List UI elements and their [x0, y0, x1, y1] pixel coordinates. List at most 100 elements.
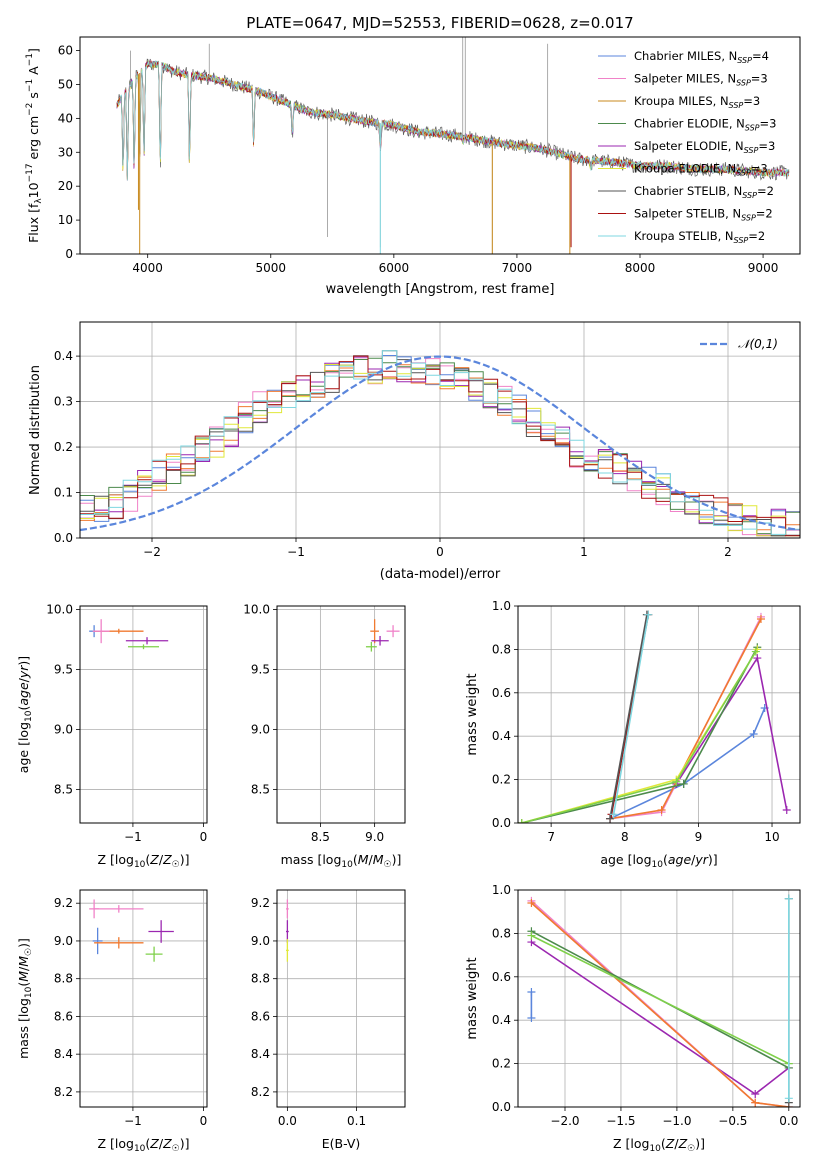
spectrum-line — [116, 60, 790, 180]
y-tick-label: 8.8 — [54, 972, 73, 986]
x-tick-label: 0.0 — [779, 1114, 798, 1128]
legend-entry: Salpeter STELIB, NSSP=2 — [634, 207, 773, 223]
spectrum-line — [116, 60, 790, 181]
x-axis-label: age [log10(age/yr)] — [600, 852, 717, 870]
x-tick-label: −0.5 — [718, 1114, 747, 1128]
y-tick-label: 10.0 — [46, 603, 73, 617]
y-tick-label: 50 — [58, 77, 73, 91]
axes-mass_vs_EBV: 0.0 0.1 8.2 8.4 8.6 8.8 9.0 9.2 E(B-V) — [251, 889, 406, 1151]
x-tick-label: 1 — [580, 545, 588, 559]
y-tick-label: 0.8 — [492, 926, 511, 940]
y-tick-label: 9.0 — [54, 934, 73, 948]
weight-series-line — [609, 614, 648, 819]
y-tick-label: 10 — [58, 213, 73, 227]
weight-point-marker — [657, 805, 666, 814]
y-tick-label: 9.5 — [54, 663, 73, 677]
x-axis-label: mass [log10(M/M☉)] — [281, 852, 402, 870]
y-axis-label: Normed distribution — [28, 365, 43, 495]
x-tick-label: 0.1 — [347, 1114, 366, 1128]
weight-point-marker — [751, 647, 760, 656]
x-tick-label: 5000 — [255, 261, 286, 275]
plot-area-mass_vs_EBV — [285, 899, 289, 962]
legend-entry: Chabrier ELODIE, NSSP=3 — [634, 117, 776, 133]
x-tick-label: 7 — [547, 830, 555, 844]
plot-area-spectrum — [116, 37, 790, 254]
y-tick-label: 8.2 — [54, 1085, 73, 1099]
y-tick-label: 30 — [58, 145, 73, 159]
x-tick-label: −1.5 — [606, 1114, 635, 1128]
axes-age_vs_mass: 8.5 9.0 8.5 9.0 9.5 10.0 mass [log10(M/M☉)] — [243, 603, 406, 870]
y-tick-label: 60 — [58, 44, 73, 58]
weight-point-marker — [753, 654, 762, 663]
y-tick-label: 0.2 — [492, 1057, 511, 1071]
x-tick-label: −2 — [143, 545, 161, 559]
plot-area-age_vs_Z — [89, 619, 169, 650]
x-tick-label: 6000 — [379, 261, 410, 275]
legend-entry: Kroupa ELODIE, NSSP=3 — [634, 162, 768, 178]
y-tick-label: 9.0 — [54, 722, 73, 736]
y-tick-label: 8.5 — [54, 782, 73, 796]
y-tick-label: 0.4 — [492, 1013, 511, 1027]
y-tick-label: 0.4 — [492, 729, 511, 743]
x-axis-label: (data-model)/error — [380, 567, 501, 582]
y-axis-label: mass weight — [465, 957, 480, 1039]
axes-residuals: −2 −1 0 1 2 0.0 0.1 0.2 0.3 0.4 (data-model)/error… — [28, 321, 801, 582]
x-tick-label: 0 — [200, 830, 208, 844]
legend-entry: Chabrier MILES, NSSP=4 — [634, 49, 769, 65]
weight-point-marker — [679, 779, 688, 788]
weight-point-marker — [527, 931, 536, 940]
x-tick-label: 9.0 — [365, 830, 384, 844]
plot-area-residuals — [80, 350, 800, 537]
weight-point-marker — [782, 805, 791, 814]
x-tick-label: −1 — [287, 545, 305, 559]
weight-series-line — [521, 646, 759, 823]
weight-point-marker — [644, 610, 653, 619]
x-axis-label: Z [log10(Z/Z☉)] — [97, 1136, 189, 1154]
y-tick-label: 9.2 — [251, 896, 270, 910]
y-tick-label: 9.2 — [54, 896, 73, 910]
y-tick-label: 8.2 — [251, 1085, 270, 1099]
gaussian-curve — [80, 355, 798, 532]
y-tick-label: 0.0 — [492, 1100, 511, 1114]
y-axis-label: Flux [fλ10−17 erg cm−2 s−1 A−1] — [25, 48, 44, 243]
x-tick-label: 0.0 — [278, 1114, 297, 1128]
x-tick-label: −2.0 — [550, 1114, 579, 1128]
histogram-series — [80, 358, 800, 536]
y-tick-label: 20 — [58, 179, 73, 193]
weight-point-marker — [527, 899, 536, 908]
plot-area-massweight_vs_Z — [527, 894, 793, 1107]
legend-entry: 𝒩(0,1) — [738, 337, 778, 351]
y-tick-label: 0.0 — [54, 531, 73, 545]
x-axis-label: Z [log10(Z/Z☉)] — [97, 852, 189, 870]
axes-frame — [276, 889, 406, 1108]
y-tick-label: 0.6 — [492, 970, 511, 984]
x-tick-label: 9 — [695, 830, 703, 844]
weight-point-marker — [606, 814, 615, 823]
y-tick-label: 9.0 — [251, 934, 270, 948]
axes-massweight_vs_Z: −2.0 −1.5 −1.0 −0.5 0.0 0.0 0.2 0.4 0.6 0.8 1.0 Z [… — [465, 883, 801, 1154]
x-tick-label: −1 — [124, 1114, 142, 1128]
weight-point-marker — [784, 1094, 793, 1103]
x-tick-label: −1 — [124, 830, 142, 844]
legend-entry: Salpeter ELODIE, NSSP=3 — [634, 139, 775, 155]
y-tick-label: 10.0 — [243, 603, 270, 617]
legend: Chabrier MILES, NSSP=4 Salpeter MILES, NS… — [598, 49, 776, 245]
x-tick-label: 0 — [436, 545, 444, 559]
x-tick-label: 8000 — [625, 261, 656, 275]
x-tick-label: −1.0 — [662, 1114, 691, 1128]
y-axis-label: mass weight — [465, 673, 480, 755]
y-tick-label: 8.8 — [251, 972, 270, 986]
weight-point-marker — [672, 777, 681, 786]
x-axis-label: E(B-V) — [322, 1136, 361, 1151]
y-tick-label: 0.3 — [54, 395, 73, 409]
axes-frame — [79, 889, 208, 1108]
weight-series-line — [521, 651, 757, 823]
y-axis-label: mass [log10(M/M☉)] — [16, 938, 34, 1059]
y-tick-label: 8.6 — [251, 1009, 270, 1023]
y-tick-label: 8.4 — [251, 1047, 270, 1061]
x-tick-label: 2 — [724, 545, 732, 559]
y-tick-label: 40 — [58, 111, 73, 125]
weight-point-marker — [527, 987, 536, 996]
y-tick-label: 1.0 — [492, 883, 511, 897]
